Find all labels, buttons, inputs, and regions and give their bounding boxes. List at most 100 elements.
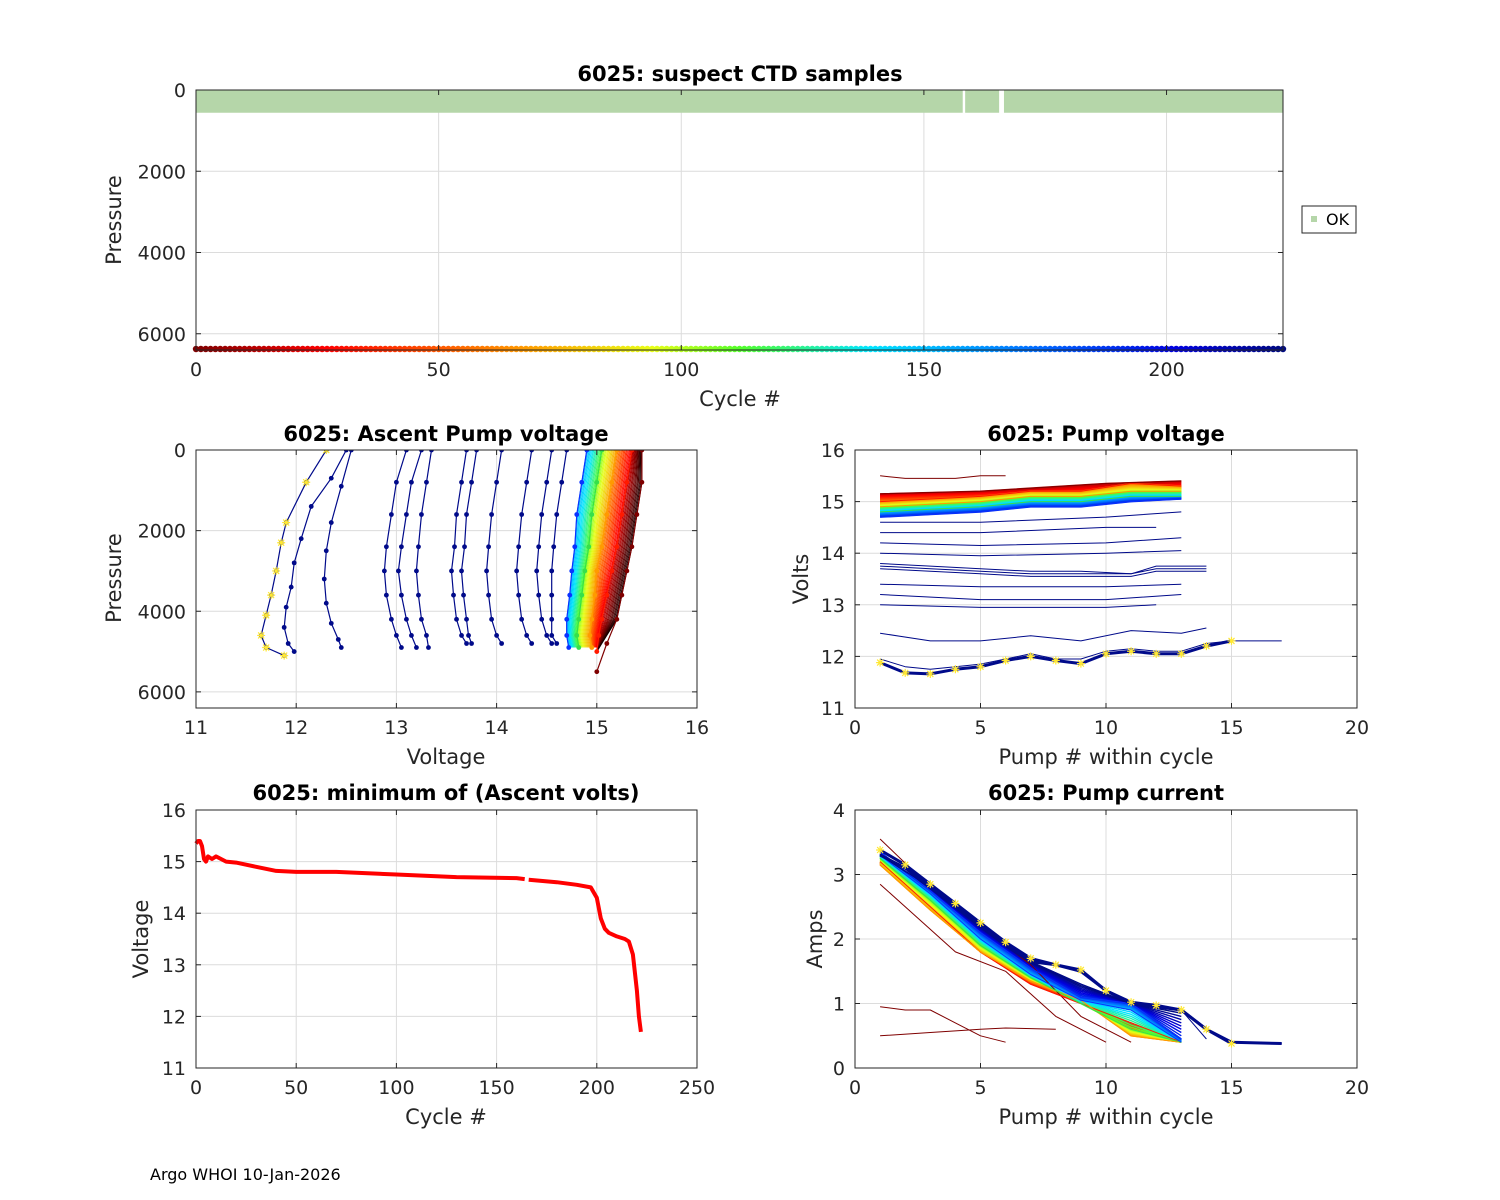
ascent-cycle-20-point (614, 544, 620, 550)
cycle-color-dot (231, 345, 239, 353)
pump-voltage-cycle-130-line (880, 495, 1182, 513)
cycle-color-dot (517, 345, 525, 353)
ascent-cycle-200-point (559, 479, 565, 485)
cycle-color-dot (318, 345, 326, 353)
cycle-color-dot (551, 345, 559, 353)
ascent-cycle-214-point (419, 616, 424, 622)
min-ascent-volts-axes-frame (195, 809, 698, 1069)
cycle-color-dot (236, 345, 243, 353)
ascent-cycle-201-point (534, 568, 540, 574)
cycle-color-dot (818, 345, 826, 353)
ascent-fan-line (591, 450, 621, 648)
pump-voltage-cycle-208-line (880, 563, 1207, 575)
ascent-cycle-80-point (599, 544, 605, 550)
cycle-color-dot (1240, 345, 1248, 353)
pump-current-cycle-1-line (879, 883, 1107, 1043)
cycle-color-dot (270, 345, 277, 353)
cycle-color-dot (503, 345, 510, 353)
cycle-color-dot (1119, 345, 1127, 353)
ascent-pump-voltage-xlabel: Voltage (407, 745, 486, 769)
pump-voltage-cycle-212-line (880, 583, 1182, 588)
pump-current-cycle-0-a-line (880, 1006, 1006, 1043)
ascent-fan-line (596, 450, 637, 652)
cycle-color-dot (1100, 345, 1107, 353)
ascent-fan-line (595, 450, 629, 648)
ascent-cycle-130-point (576, 616, 582, 622)
cycle-color-dot (202, 345, 209, 353)
pump-voltage-marker-star (1177, 649, 1186, 658)
cycle-color-dot (634, 345, 641, 353)
cycle-color-dot (881, 345, 889, 353)
pump-current-xtick-label: 0 (849, 1077, 861, 1099)
cycle-color-dot (1197, 345, 1204, 353)
min-ascent-volts-grid (196, 810, 697, 1068)
pump-current-marker-star (1076, 965, 1085, 974)
cycle-color-dot (1148, 345, 1156, 353)
pump-voltage-marker-star (1102, 649, 1110, 658)
ascent-cycle-208-point (474, 450, 479, 453)
pump-current-xtick-label: 5 (974, 1077, 986, 1099)
pump-voltage-ytick-label: 13 (821, 595, 845, 617)
ascent-cycle-218-point (383, 592, 389, 598)
pump-voltage-ytick-label: 16 (821, 440, 845, 462)
cycle-color-dot (483, 345, 491, 353)
pump-current-marker-star (1227, 1039, 1236, 1048)
pump-voltage-marker-star (1202, 642, 1211, 651)
cycle-color-dot (770, 345, 777, 353)
min-ascent-volts-ytick-label: 11 (162, 1058, 186, 1080)
ascent-cycle-203-point (514, 568, 520, 574)
cycle-color-dot (716, 345, 724, 353)
cycle-color-dot (682, 345, 690, 353)
pump-voltage-xtick-label: 0 (849, 717, 861, 739)
ascent-cycle-201-point (544, 479, 550, 485)
ascent-cycle-216-point (396, 568, 401, 574)
pump-voltage-ytick-label: 14 (821, 543, 845, 565)
ascent-cycle-203-point (524, 479, 530, 485)
ascent-cycle-208-point (469, 641, 474, 646)
cycle-color-dot (969, 345, 976, 353)
ascent-fan-line (594, 450, 628, 648)
min-ascent-volts-xtick-label: 200 (579, 1077, 615, 1099)
cycle-color-dot (1114, 345, 1122, 353)
pump-voltage-title: 6025: Pump voltage (987, 422, 1225, 446)
ascent-cycle-20-point (604, 592, 610, 598)
ascent-cycle-200-point (564, 450, 570, 453)
cycle-color-dot (794, 345, 801, 353)
cycle-color-dot (1207, 345, 1214, 353)
ascent-cycle-222-point (288, 584, 294, 590)
cycle-color-dot (590, 345, 598, 353)
ascent-pump-voltage-xtick-label: 14 (485, 717, 509, 739)
cycle-color-dot (309, 345, 316, 353)
pump-voltage-cycle-221-line (879, 640, 1282, 670)
ascent-cycle-203-point (529, 641, 535, 646)
ascent-cycle-208-point (459, 568, 464, 574)
cycle-color-dot (401, 345, 408, 353)
cycle-color-dot (896, 345, 903, 353)
pump-current-xtick-label: 20 (1345, 1077, 1369, 1099)
ascent-fan-line (596, 450, 637, 652)
cycle-color-dot (959, 345, 966, 353)
cycle-color-dot (760, 345, 767, 353)
cycle-color-dot (813, 345, 821, 353)
ascent-cycle-200-point (549, 568, 555, 574)
ascent-marker-star (267, 591, 276, 600)
ascent-cycle-1-point (629, 544, 635, 550)
pump-current-marker-star (1202, 1025, 1211, 1034)
pump-current-marker-star (1177, 1005, 1186, 1014)
ascent-pump-voltage-xtick-label: 11 (184, 717, 208, 739)
pump-current-lines (876, 838, 1282, 1048)
suspect-ctd-legend: OK (1301, 205, 1357, 234)
ascent-cycle-180-point (579, 479, 585, 485)
cycle-color-dot (843, 345, 850, 353)
ascent-cycle-218-point (399, 645, 404, 650)
ascent-cycle-20-point (599, 616, 605, 622)
ascent-cycle-210-point (451, 592, 456, 598)
ascent-cycle-218-point (383, 544, 389, 550)
pump-current-marker-star (1152, 1001, 1161, 1010)
min-ascent-volts-ytick-label: 15 (162, 852, 186, 874)
suspect-ctd-ytick-label: 2000 (138, 161, 186, 183)
pump-voltage-marker-star (876, 658, 885, 667)
cycle-color-dot (348, 345, 355, 353)
ascent-cycle-214-point (419, 512, 424, 517)
cycle-color-dot (1265, 345, 1272, 353)
